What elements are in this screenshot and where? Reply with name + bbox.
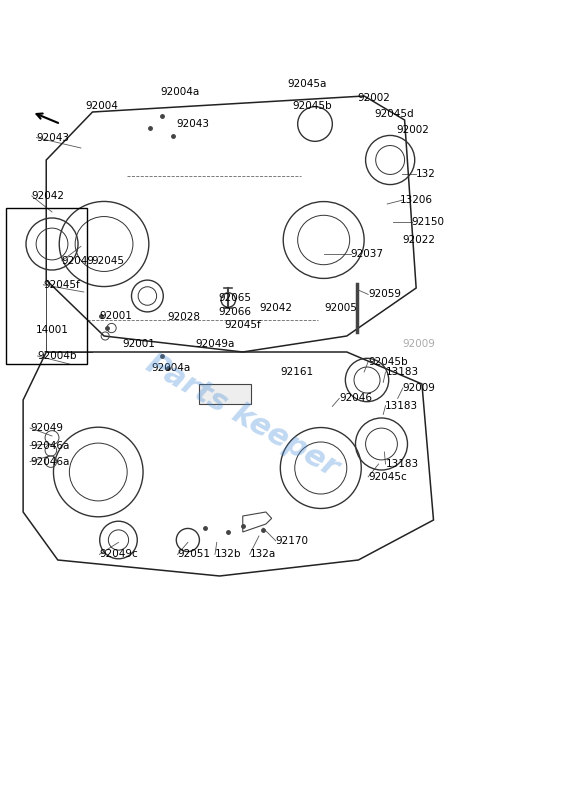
Text: 92049: 92049 [30,423,63,433]
Text: 92049a: 92049a [195,339,235,349]
Text: 92022: 92022 [403,235,436,245]
Text: 92161: 92161 [280,367,313,377]
Text: 92049c: 92049c [99,550,138,559]
Text: 13183: 13183 [386,367,418,377]
Text: 92001: 92001 [99,311,132,321]
Text: 92045d: 92045d [375,109,414,118]
Text: 92045f: 92045f [43,280,80,290]
Text: 92028: 92028 [168,312,201,322]
Text: 92042: 92042 [32,191,65,201]
Text: 132a: 132a [250,550,276,559]
Bar [199,384,251,404]
Text: 92043: 92043 [177,119,210,129]
Text: 92051: 92051 [177,550,210,559]
Text: 92046a: 92046a [30,441,69,450]
Text: 92004a: 92004a [161,87,200,97]
Text: 92045a: 92045a [287,79,327,89]
Text: 92037: 92037 [351,250,384,259]
Text: 92170: 92170 [276,536,309,546]
Text: Parts keeper: Parts keeper [142,349,344,483]
Text: 92042: 92042 [259,303,292,313]
Text: 92066: 92066 [218,307,251,317]
Bar [6,208,87,364]
Text: 92046a: 92046a [30,457,69,466]
Text: 92002: 92002 [396,125,429,134]
Text: 92045b: 92045b [292,102,332,111]
Text: 92004: 92004 [86,102,118,111]
Text: 14001: 14001 [36,326,69,335]
Text: 92001: 92001 [123,339,155,349]
Text: 132b: 132b [215,550,242,559]
Text: 92046: 92046 [339,394,372,403]
Text: 92009: 92009 [403,383,436,393]
Text: 92045b: 92045b [368,357,408,366]
Text: 13183: 13183 [384,401,417,410]
Text: 92065: 92065 [218,293,251,302]
Text: 92009: 92009 [403,339,436,349]
Text: 92005: 92005 [325,303,358,313]
Text: 13206: 13206 [400,195,433,205]
Text: 92043: 92043 [36,133,69,142]
Text: 92045: 92045 [91,256,124,266]
Text: 92049: 92049 [62,256,95,266]
Text: 92045f: 92045f [224,320,261,330]
Text: 13183: 13183 [386,459,418,469]
Text: 92002: 92002 [357,93,390,102]
Text: 92045c: 92045c [368,472,407,482]
Text: 92059: 92059 [368,290,401,299]
Text: 132: 132 [416,170,436,179]
Text: 92150: 92150 [412,218,444,227]
Text: 92004a: 92004a [151,363,191,373]
Text: 92004b: 92004b [38,351,77,361]
